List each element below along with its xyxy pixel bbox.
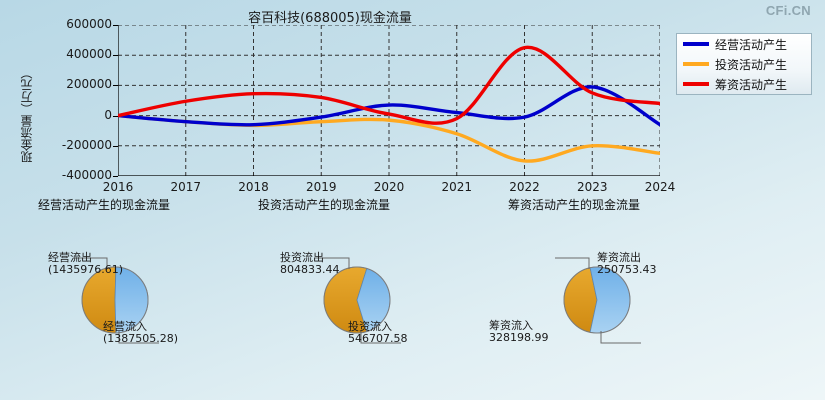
y-tick-label: -400000	[61, 168, 112, 182]
legend-swatch-operating	[683, 42, 709, 46]
pie-label-investing-in: 投资流入 546707.58	[348, 320, 408, 345]
y-tick-mark	[113, 145, 118, 147]
y-tick-mark	[113, 55, 118, 57]
chart-legend: 经营活动产生 投资活动产生 筹资活动产生	[676, 33, 812, 95]
pie-svg-investing	[315, 257, 401, 344]
y-tick-label: 600000	[66, 17, 112, 31]
pie-chart-financing: 筹资流出 250753.43 筹资流入 328198.99	[489, 251, 722, 352]
y-tick-label: 400000	[66, 47, 112, 62]
pie-label-financing-in: 筹资流入 328198.99	[489, 319, 549, 344]
y-tick-label: 0	[104, 107, 112, 122]
line-chart-plot-area	[118, 25, 660, 176]
y-tick-mark	[113, 115, 118, 117]
y-tick-mark	[113, 176, 118, 177]
x-tick-label: 2023	[576, 180, 608, 194]
pie-label-operating-out: 经营流出 (1435976.61)	[48, 251, 124, 276]
pie-leader-inflow	[118, 331, 159, 344]
y-axis-label: 现金流量（万元）	[20, 67, 34, 163]
legend-swatch-investing	[683, 62, 709, 66]
pie-svg-operating	[73, 257, 159, 344]
line-chart-svg	[118, 25, 660, 176]
x-tick-label: 2020	[373, 180, 405, 194]
pie-leader-outflow	[73, 257, 108, 269]
legend-item-operating: 经营活动产生	[677, 34, 811, 54]
pie-leader-outflow	[315, 257, 350, 269]
pie-svg-financing	[555, 257, 641, 344]
pie-label-investing-out: 投资流出 804833.44	[280, 251, 340, 276]
x-tick-label: 2018	[238, 180, 269, 194]
site-watermark: CFi.CN	[765, 3, 811, 18]
x-tick-label: 2021	[441, 180, 473, 194]
legend-item-investing: 投资活动产生	[677, 54, 811, 74]
pie-leader-inflow	[600, 331, 641, 344]
x-tick-label: 2017	[170, 180, 202, 194]
legend-item-financing: 筹资活动产生	[677, 74, 811, 94]
x-tick-label: 2019	[305, 180, 337, 194]
pie-label-operating-in: 经营流入 (1387505.28)	[103, 320, 179, 345]
pie-chart-investing: 投资流出 804833.44 投资流入 546707.58	[252, 252, 482, 352]
y-tick-mark	[113, 25, 118, 26]
section-title-financing: 筹资活动产生的现金流量	[508, 198, 641, 212]
pie-leader-inflow	[360, 331, 401, 344]
chart-title: 容百科技(688005)现金流量	[248, 11, 412, 26]
legend-label-investing: 投资活动产生	[715, 57, 788, 72]
y-tick-mark	[113, 85, 118, 87]
pie-label-financing-out: 筹资流出 250753.43	[597, 251, 657, 276]
legend-swatch-financing	[683, 82, 709, 86]
section-title-operating: 经营活动产生的现金流量	[38, 198, 171, 212]
x-tick-label: 2024	[644, 180, 676, 194]
y-tick-label: -200000	[61, 137, 112, 152]
x-tick-label: 2016	[102, 180, 134, 194]
y-tick-label: 200000	[66, 77, 112, 92]
pie-leader-outflow	[555, 257, 590, 269]
legend-label-financing: 筹资活动产生	[715, 77, 788, 92]
section-title-investing: 投资活动产生的现金流量	[258, 198, 391, 212]
legend-label-operating: 经营活动产生	[715, 37, 788, 52]
pie-chart-operating: 经营流出 (1435976.61) 经营流入 (1387505.28)	[10, 252, 240, 352]
x-tick-label: 2022	[509, 180, 540, 194]
